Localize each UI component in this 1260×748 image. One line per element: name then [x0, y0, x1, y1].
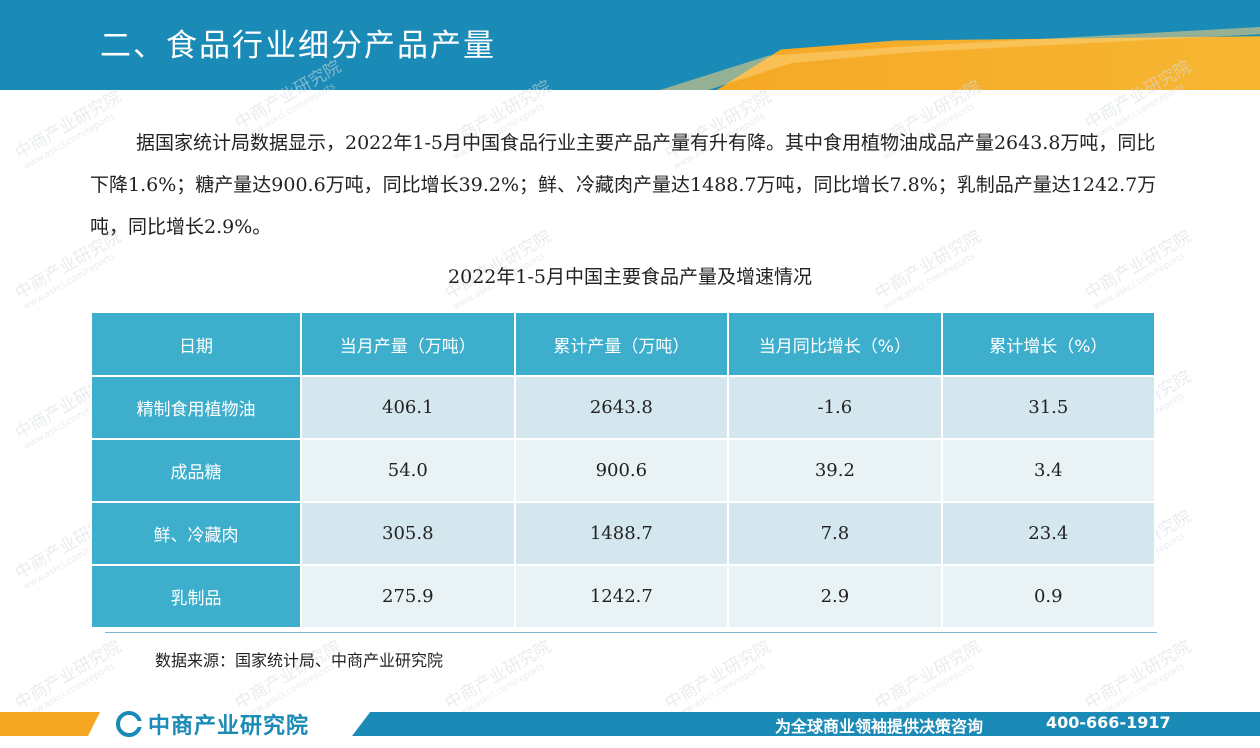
logo-c-icon	[116, 711, 142, 737]
row-label: 成品糖	[89, 438, 303, 503]
intro-paragraph: 据国家统计局数据显示，2022年1-5月中国食品行业主要产品产量有升有降。其中食…	[90, 132, 1157, 238]
table-cell: 305.8	[300, 501, 516, 566]
table-cell: 31.5	[940, 375, 1157, 440]
table-cell: 0.9	[940, 564, 1157, 629]
table-cell: 406.1	[300, 375, 516, 440]
row-label: 乳制品	[89, 564, 303, 629]
row-label: 精制食用植物油	[89, 375, 303, 440]
table-cell: 7.8	[727, 501, 943, 566]
table-row: 成品糖 54.0 900.6 39.2 3.4	[89, 438, 1157, 503]
source-divider	[105, 632, 1157, 633]
table-cell: 2643.8	[513, 375, 730, 440]
footer-slogan: 为全球商业领袖提供决策咨询	[775, 717, 984, 736]
table-cell: 900.6	[513, 438, 730, 503]
col-header-date: 日期	[89, 311, 303, 377]
col-header-monthly-growth: 当月同比增长（%）	[727, 311, 943, 377]
col-header-cumulative-growth: 累计增长（%）	[940, 311, 1157, 377]
table-cell: 1488.7	[513, 501, 730, 566]
footer-phone: 400-666-1917	[1046, 713, 1171, 732]
table-header-row: 日期 当月产量（万吨） 累计产量（万吨） 当月同比增长（%） 累计增长（%）	[89, 311, 1157, 377]
table-cell: 39.2	[727, 438, 943, 503]
logo-text: 中商产业研究院	[148, 714, 310, 739]
table-cell: 54.0	[300, 438, 516, 503]
table-row: 乳制品 275.9 1242.7 2.9 0.9	[89, 564, 1157, 629]
table-cell: 2.9	[727, 564, 943, 629]
col-header-cumulative-output: 累计产量（万吨）	[513, 311, 730, 377]
header-banner: 二、食品行业细分产品产量	[0, 0, 1260, 90]
table-cell: 23.4	[940, 501, 1157, 566]
table-row: 精制食用植物油 406.1 2643.8 -1.6 31.5	[89, 375, 1157, 440]
table-cell: 3.4	[940, 438, 1157, 503]
production-table: 日期 当月产量（万吨） 累计产量（万吨） 当月同比增长（%） 累计增长（%） 精…	[89, 311, 1157, 629]
col-header-monthly-output: 当月产量（万吨）	[300, 311, 516, 377]
row-label: 鲜、冷藏肉	[89, 501, 303, 566]
footer-blue-bar	[352, 712, 1260, 736]
company-logo: 中商产业研究院	[116, 708, 309, 740]
table-row: 鲜、冷藏肉 305.8 1488.7 7.8 23.4	[89, 501, 1157, 566]
table-cell: -1.6	[727, 375, 943, 440]
page-title: 二、食品行业细分产品产量	[100, 28, 496, 64]
table-caption: 2022年1-5月中国主要食品产量及增速情况	[448, 266, 812, 288]
table-cell: 275.9	[300, 564, 516, 629]
footer-orange-bar	[0, 712, 100, 736]
data-source: 数据来源：国家统计局、中商产业研究院	[155, 651, 444, 670]
table-cell: 1242.7	[513, 564, 730, 629]
